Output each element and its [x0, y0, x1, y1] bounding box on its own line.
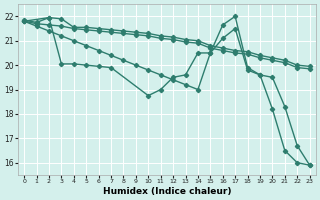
- X-axis label: Humidex (Indice chaleur): Humidex (Indice chaleur): [103, 187, 231, 196]
